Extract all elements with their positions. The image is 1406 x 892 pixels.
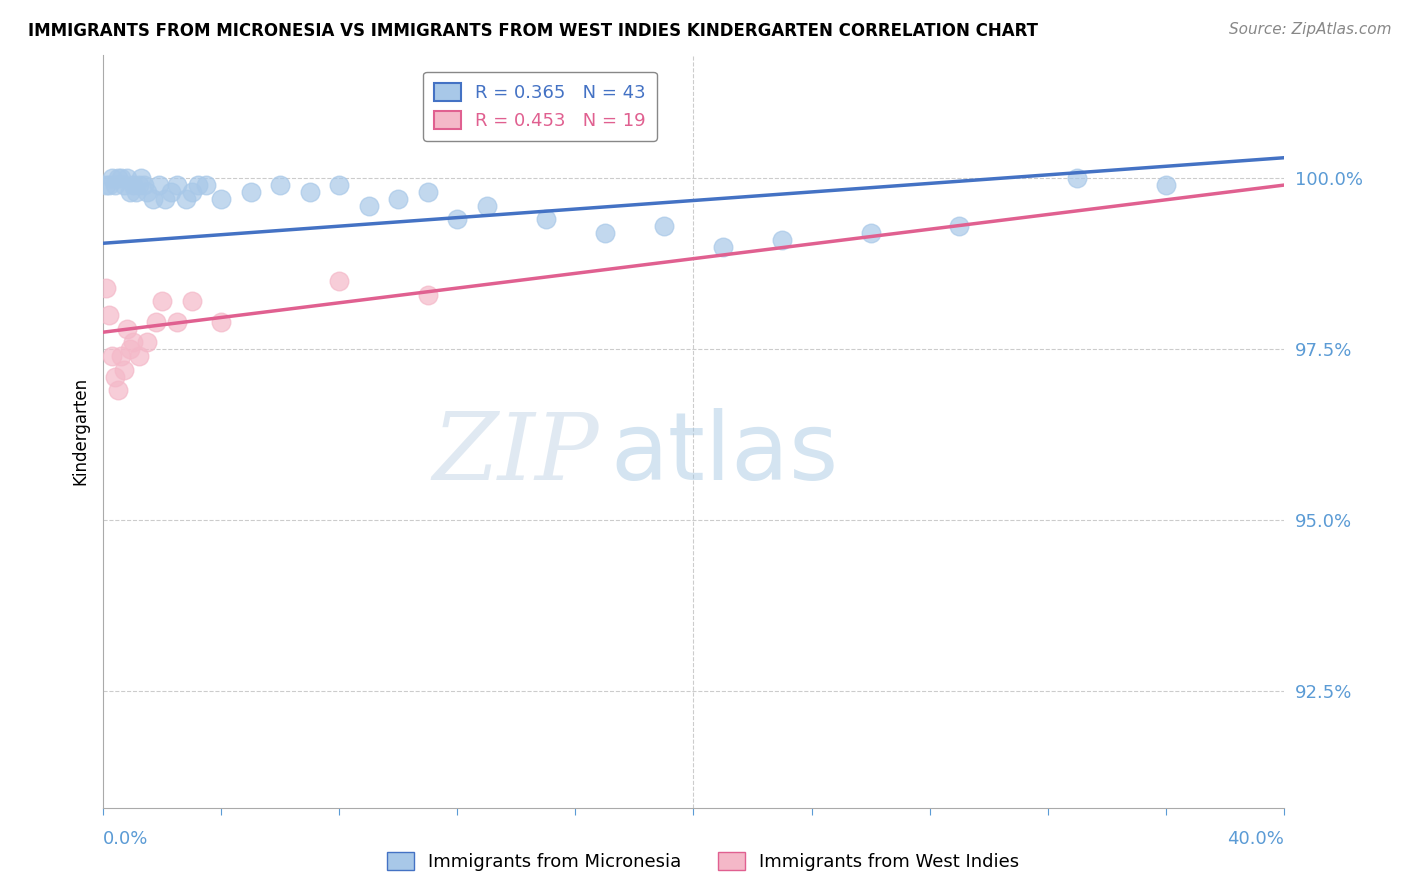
Point	[121, 178, 143, 193]
Point	[357, 199, 380, 213]
Point	[101, 349, 124, 363]
Point	[593, 226, 616, 240]
Text: ZIP: ZIP	[433, 409, 599, 499]
Point	[209, 192, 232, 206]
Point	[475, 199, 498, 213]
Point	[416, 185, 439, 199]
Point	[948, 219, 970, 234]
Point	[107, 171, 129, 186]
Point	[101, 171, 124, 186]
Point	[121, 335, 143, 350]
Point	[187, 178, 209, 193]
Point	[195, 178, 218, 193]
Point	[115, 171, 138, 186]
Point	[711, 240, 734, 254]
Point	[128, 178, 150, 193]
Point	[239, 185, 262, 199]
Point	[110, 349, 132, 363]
Point	[160, 185, 183, 199]
Point	[104, 369, 127, 384]
Point	[446, 212, 468, 227]
Point	[148, 178, 170, 193]
Point	[328, 178, 350, 193]
Point	[652, 219, 675, 234]
Point	[269, 178, 291, 193]
Point	[134, 178, 156, 193]
Point	[112, 363, 135, 377]
Point	[534, 212, 557, 227]
Point	[180, 185, 202, 199]
Point	[859, 226, 882, 240]
Text: atlas: atlas	[610, 408, 839, 500]
Point	[115, 322, 138, 336]
Point	[166, 178, 188, 193]
Point	[131, 171, 153, 186]
Text: 40.0%: 40.0%	[1227, 830, 1284, 848]
Text: 0.0%: 0.0%	[103, 830, 149, 848]
Point	[136, 335, 159, 350]
Point	[107, 384, 129, 398]
Point	[1066, 171, 1088, 186]
Point	[94, 178, 117, 193]
Point	[136, 185, 159, 199]
Point	[128, 349, 150, 363]
Point	[153, 192, 176, 206]
Point	[328, 274, 350, 288]
Point	[387, 192, 409, 206]
Point	[118, 185, 141, 199]
Legend: R = 0.365   N = 43, R = 0.453   N = 19: R = 0.365 N = 43, R = 0.453 N = 19	[423, 71, 657, 141]
Point	[150, 294, 173, 309]
Point	[180, 294, 202, 309]
Y-axis label: Kindergarten: Kindergarten	[72, 377, 89, 485]
Point	[416, 287, 439, 301]
Legend: Immigrants from Micronesia, Immigrants from West Indies: Immigrants from Micronesia, Immigrants f…	[380, 845, 1026, 879]
Point	[118, 343, 141, 357]
Point	[174, 192, 197, 206]
Text: Source: ZipAtlas.com: Source: ZipAtlas.com	[1229, 22, 1392, 37]
Point	[98, 308, 121, 322]
Point	[110, 171, 132, 186]
Point	[98, 178, 121, 193]
Point	[1154, 178, 1177, 193]
Text: IMMIGRANTS FROM MICRONESIA VS IMMIGRANTS FROM WEST INDIES KINDERGARTEN CORRELATI: IMMIGRANTS FROM MICRONESIA VS IMMIGRANTS…	[28, 22, 1038, 40]
Point	[142, 192, 165, 206]
Point	[112, 178, 135, 193]
Point	[209, 315, 232, 329]
Point	[298, 185, 321, 199]
Point	[104, 178, 127, 193]
Point	[124, 185, 146, 199]
Point	[94, 281, 117, 295]
Point	[770, 233, 793, 247]
Point	[166, 315, 188, 329]
Point	[145, 315, 167, 329]
